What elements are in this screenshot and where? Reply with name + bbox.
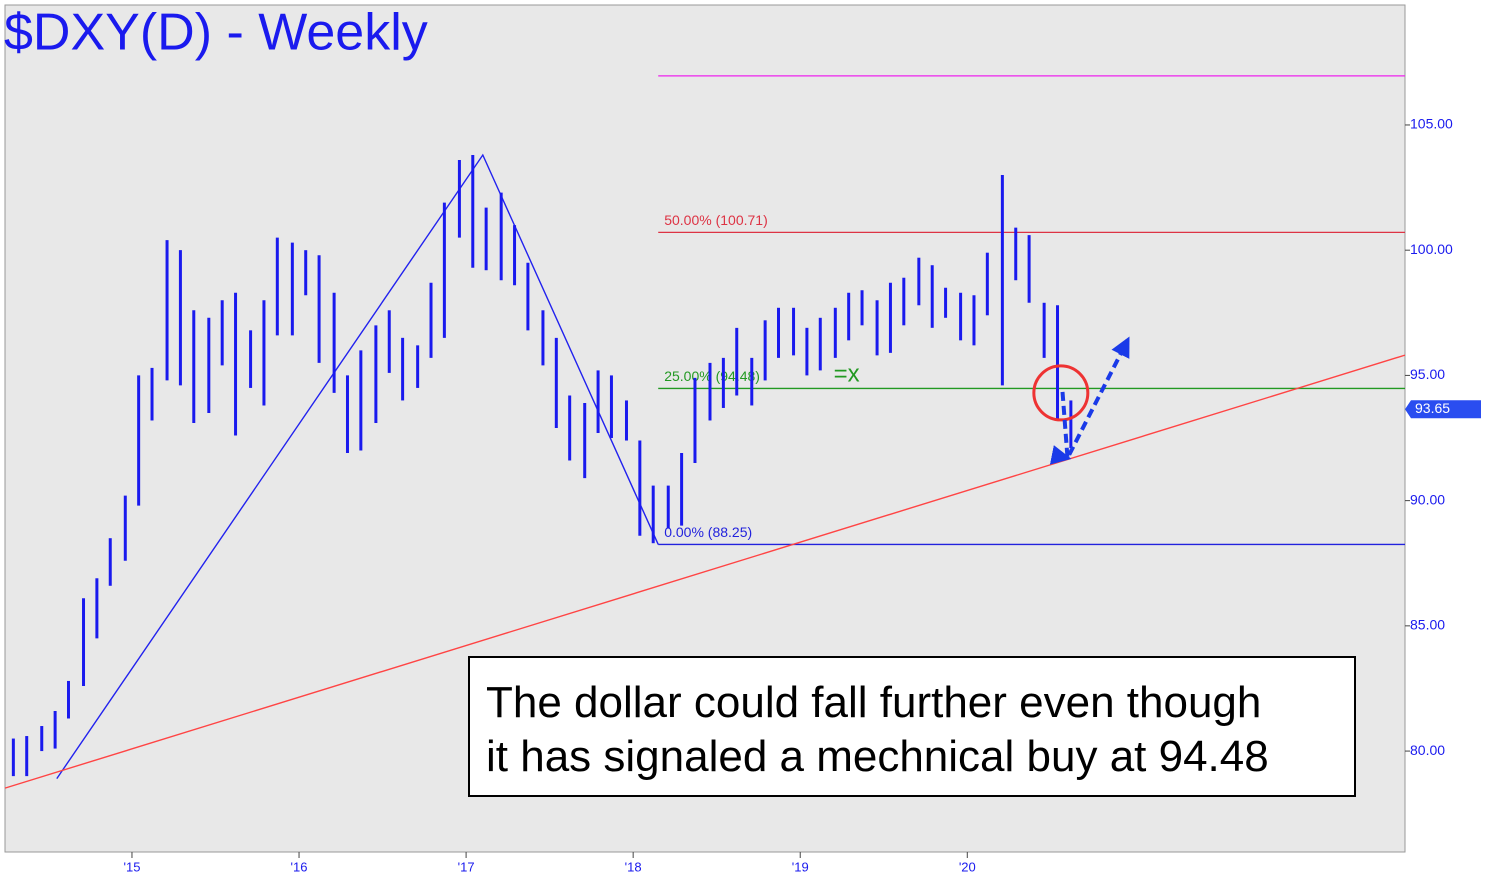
y-tick-label: 105.00 [1410, 116, 1453, 132]
last-price-label: 93.65 [1415, 400, 1450, 416]
x-tick-label: '17 [458, 859, 475, 874]
trend-line [56, 153, 659, 780]
arrow-path [1049, 336, 1130, 466]
marker-text: =x [834, 361, 860, 388]
x-tick-label: '16 [291, 859, 308, 874]
y-tick-label: 90.00 [1410, 491, 1445, 507]
y-tick-label: 85.00 [1410, 617, 1445, 633]
fib-label: 25.00% (94.48) [664, 368, 760, 384]
y-tick-label: 95.00 [1410, 366, 1445, 382]
x-tick-label: '15 [123, 859, 140, 874]
x-tick-label: '19 [792, 859, 809, 874]
fib-label: 50.00% (100.71) [664, 212, 768, 228]
fib-label: 0.00% (88.25) [664, 524, 752, 540]
y-tick-label: 80.00 [1410, 742, 1445, 758]
annotation-line: The dollar could fall further even thoug… [486, 678, 1262, 727]
trend-line [4, 354, 1406, 789]
annotation-box: The dollar could fall further even thoug… [468, 656, 1356, 797]
x-tick-label: '20 [959, 859, 976, 874]
x-tick-label: '18 [625, 859, 642, 874]
y-tick-label: 100.00 [1410, 241, 1453, 257]
chart-title: $DXY(D) - Weekly [4, 4, 428, 62]
last-price-box [1405, 400, 1481, 419]
annotation-line: it has signaled a mechnical buy at 94.48 [486, 732, 1269, 781]
